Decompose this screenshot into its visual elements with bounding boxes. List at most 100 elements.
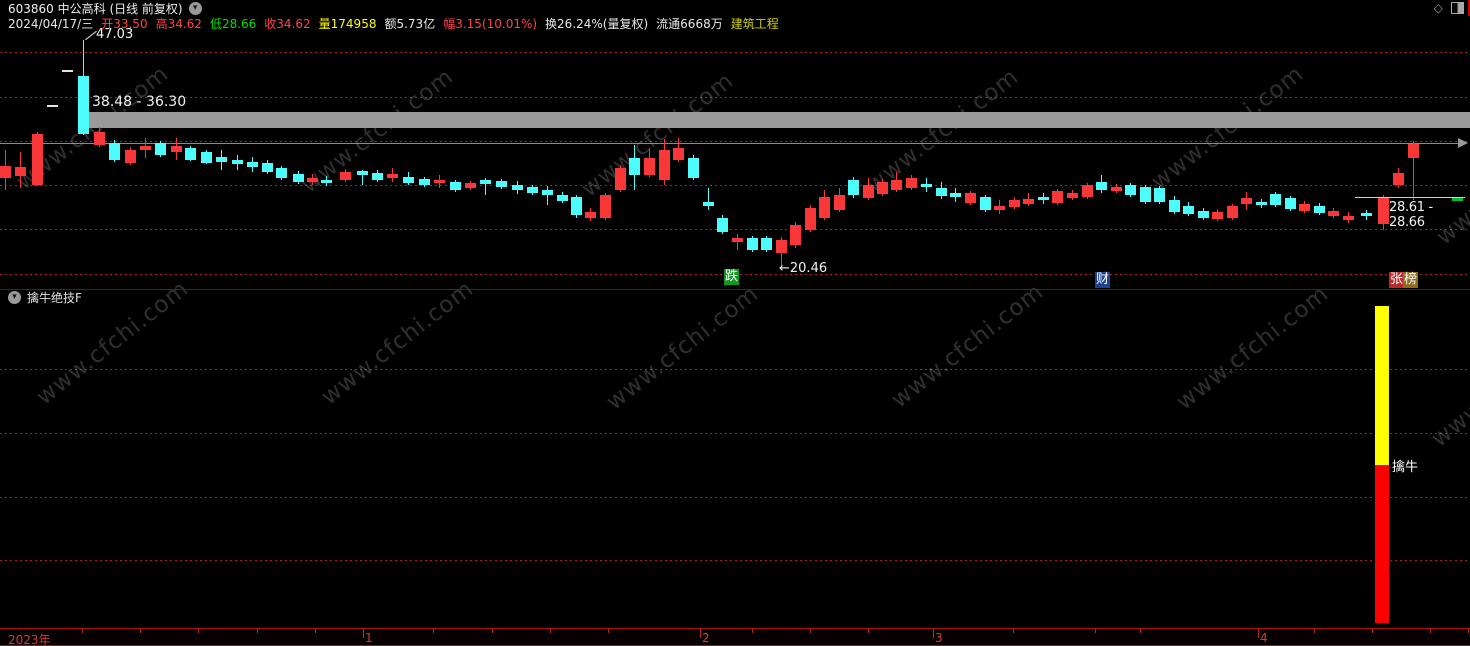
quote-info-bar: 2024/04/17/三 开33.50 高34.62 低28.66 收34.62 量174… (8, 15, 779, 31)
candle-body (571, 197, 582, 215)
resistance-zone-bar (88, 112, 1470, 128)
green-tick-mark (1452, 198, 1463, 201)
watermark-text: www.cfchi.com (1426, 317, 1470, 453)
candle-body (480, 180, 491, 184)
gridline (0, 433, 1470, 434)
candle-body (201, 152, 212, 163)
event-badge[interactable]: 张 (1389, 272, 1404, 288)
candle-body (15, 167, 26, 176)
candle-body (47, 105, 58, 107)
gridline (0, 229, 1470, 230)
axis-minor-tick (1095, 629, 1096, 633)
last-price-label: 28.61 - 28.66 (1389, 200, 1433, 230)
candle-body (891, 180, 902, 190)
indicator-name[interactable]: 擒牛绝技F (27, 290, 82, 305)
candle-body (542, 190, 553, 195)
quote-field: 换26.24%(量复权) (545, 17, 649, 31)
candle-body (557, 195, 568, 201)
axis-minor-tick (492, 629, 493, 633)
candle-body (171, 146, 182, 152)
candle-body (125, 150, 136, 163)
candle-body (1343, 216, 1354, 220)
candle-body (790, 225, 801, 245)
candle-body (434, 180, 445, 183)
quote-field: 流通6668万 (656, 17, 723, 31)
axis-major-tick (363, 629, 364, 638)
axis-minor-tick (868, 629, 869, 633)
candle-body (1212, 212, 1223, 219)
candle-body (387, 174, 398, 178)
candle-body (321, 180, 332, 183)
axis-major-tick (1258, 629, 1259, 638)
candle-body (805, 208, 816, 230)
candle-body (340, 172, 351, 180)
candle-body (906, 178, 917, 188)
candle-body (921, 184, 932, 187)
axis-minor-tick (1140, 629, 1141, 633)
candle-body (1111, 187, 1122, 191)
candle-body (155, 143, 166, 155)
axis-major-tick (700, 629, 701, 638)
candle-body (848, 180, 859, 195)
window-edge-marker (1468, 0, 1470, 16)
watermark-text: www.cfchi.com (1431, 115, 1470, 251)
signal-bar-red (1375, 465, 1389, 623)
candle-body (1256, 202, 1267, 205)
candle-body (496, 181, 507, 187)
quote-field: 量174958 (318, 17, 377, 31)
candle-wick (362, 170, 363, 185)
candle-body (0, 166, 11, 178)
candle-body (819, 197, 830, 218)
gridline (0, 141, 1470, 142)
axis-major-tick (933, 629, 934, 638)
time-axis[interactable]: 2023年 1 2 3 4 (0, 628, 1470, 646)
candle-body (644, 158, 655, 175)
axis-label: 2 (702, 631, 710, 645)
candle-body (980, 197, 991, 210)
quote-field: 额5.73亿 (384, 17, 436, 31)
panel-separator (0, 289, 1470, 290)
axis-minor-tick (198, 629, 199, 633)
candle-body (994, 206, 1005, 210)
candle-body (950, 193, 961, 197)
watermark-text: www.cfchi.com (601, 280, 764, 416)
axis-minor-tick (1314, 629, 1315, 633)
axis-minor-tick (1013, 629, 1014, 633)
diamond-icon[interactable]: ◇ (1433, 1, 1443, 15)
event-badge[interactable]: 榜 (1403, 272, 1418, 288)
chevron-down-icon[interactable]: ▾ (188, 1, 202, 15)
axis-minor-tick (1372, 629, 1373, 633)
candle-body (450, 182, 461, 190)
event-badge[interactable]: 跌 (724, 269, 739, 285)
candle-body (659, 150, 670, 180)
candle-body (32, 134, 43, 185)
quote-field: 低28.66 (209, 17, 257, 31)
gridline (0, 52, 1470, 53)
candle-body (216, 157, 227, 162)
signal-bar-yellow (1375, 306, 1389, 465)
candle-body (1328, 211, 1339, 216)
candle-body (1408, 144, 1419, 158)
candle-body (1140, 187, 1151, 202)
candle-body (761, 238, 772, 250)
candle-body (615, 168, 626, 190)
event-badge[interactable]: 财 (1095, 272, 1110, 288)
candle-body (140, 146, 151, 150)
split-panel-icon[interactable] (1451, 2, 1464, 14)
quote-field: 幅3.15(10.01%) (443, 17, 538, 31)
gridline (0, 97, 1470, 98)
candle-body (307, 178, 318, 182)
chevron-down-icon[interactable]: ▾ (8, 290, 21, 304)
candle-body (94, 132, 105, 145)
axis-minor-tick (1468, 629, 1469, 633)
candle-body (1052, 191, 1063, 203)
candle-body (1227, 206, 1238, 218)
candle-wick (737, 234, 738, 250)
candle-body (703, 202, 714, 206)
candle-body (1154, 188, 1165, 202)
candle-body (1361, 213, 1372, 216)
candle-body (1009, 200, 1020, 207)
candle-body (527, 187, 538, 193)
watermark-text: www.cfchi.com (886, 278, 1049, 414)
